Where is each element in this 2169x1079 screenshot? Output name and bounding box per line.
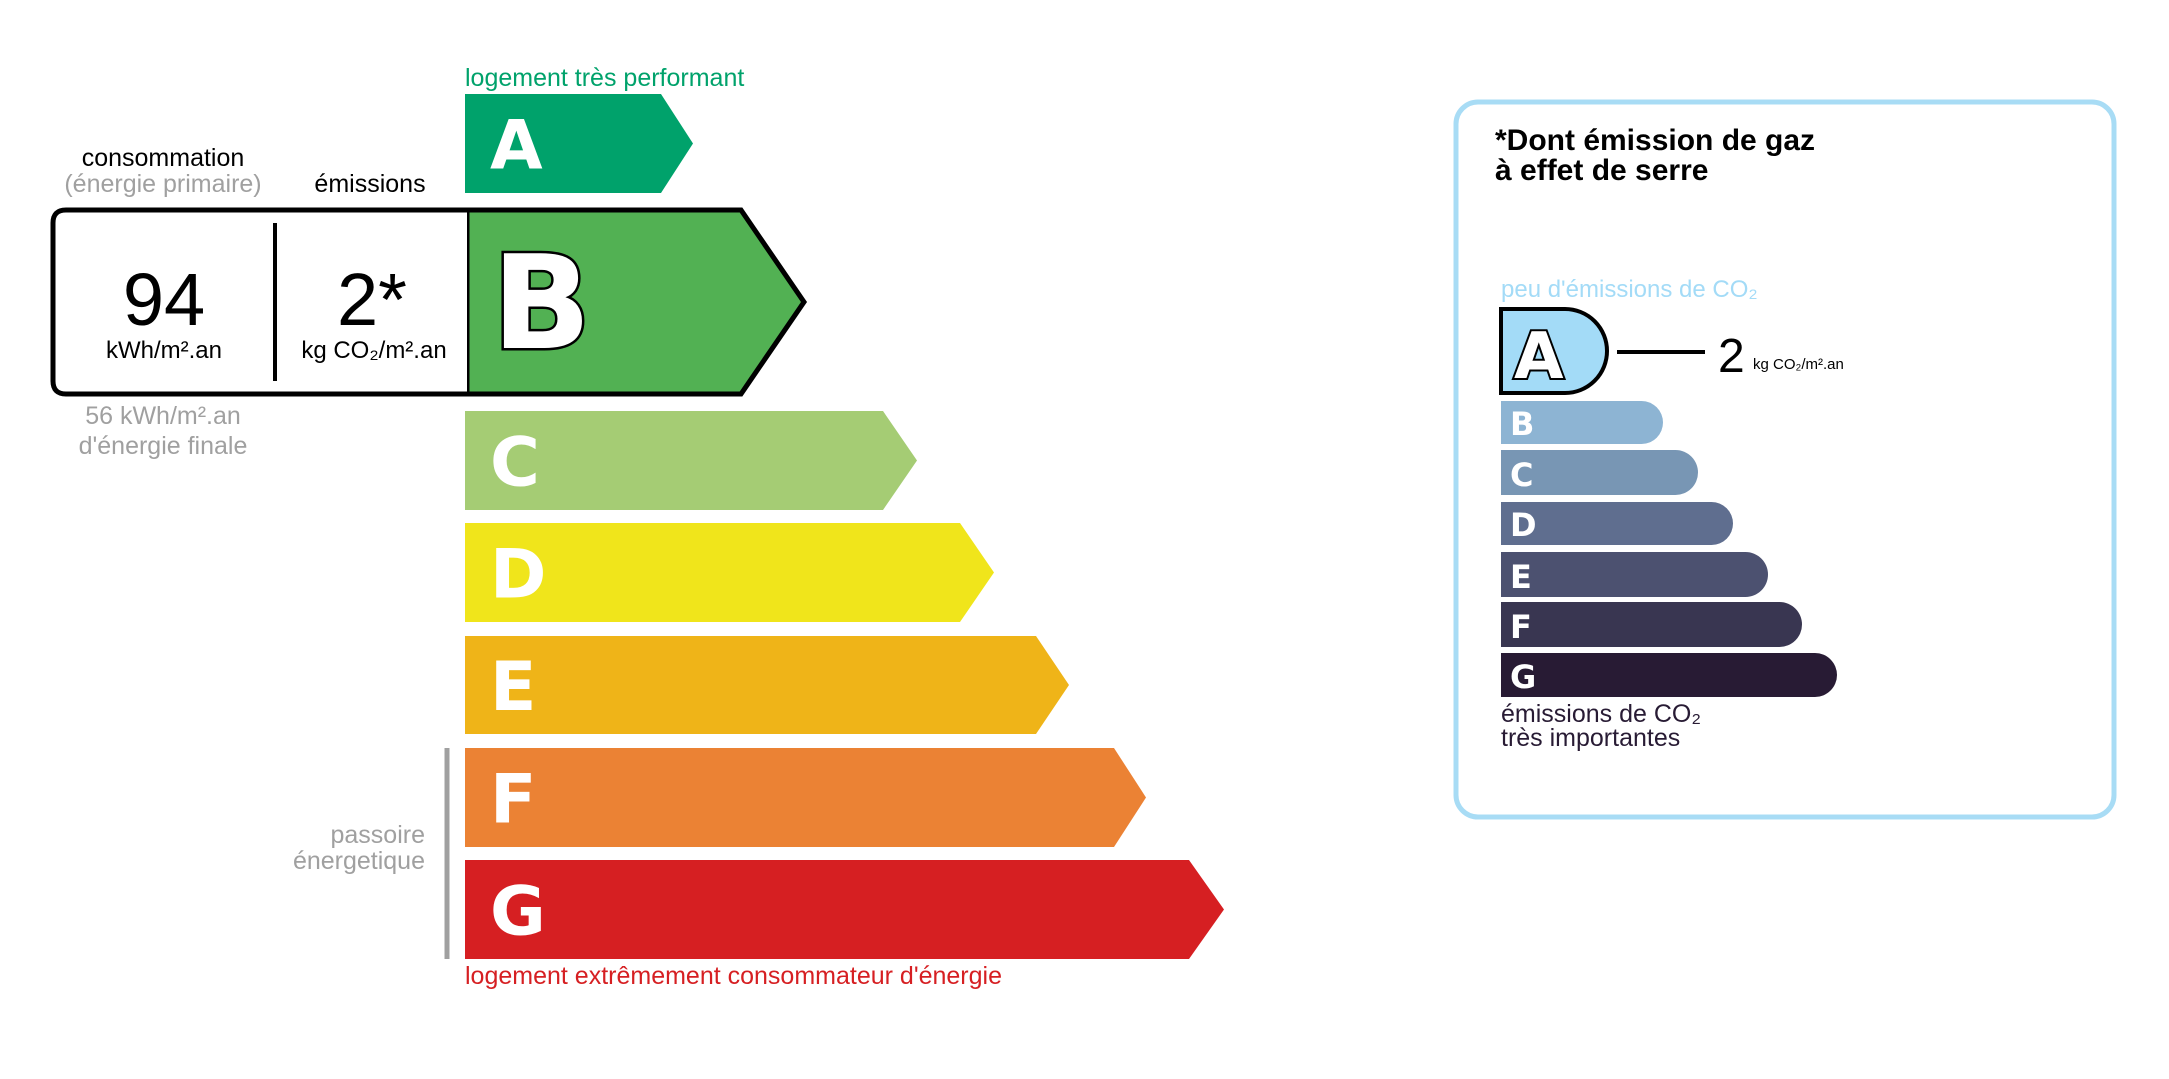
ghg-unit: kg CO₂/m².an — [1753, 356, 1844, 373]
ghg-bar — [1499, 307, 1609, 395]
emissions-header: émissions — [314, 170, 425, 198]
ghg-title-line2: à effet de serre — [1495, 154, 1708, 187]
consumption-value: 94 — [123, 258, 205, 341]
passoire-label-line1: passoire — [331, 821, 426, 849]
emissions-value: 2* — [337, 258, 407, 341]
top-label: logement très performant — [465, 64, 744, 92]
ghg-bar — [1501, 401, 1663, 444]
ghg-bar — [1501, 502, 1733, 545]
final-energy-label: d'énergie finale — [79, 432, 248, 460]
ghg-letter: D — [1510, 506, 1537, 544]
ghg-class-b: B — [1501, 401, 1663, 444]
ghg-bar — [1501, 653, 1837, 697]
ghg-bottom-label-line2: très importantes — [1501, 724, 1680, 752]
ghg-letter: F — [1510, 608, 1532, 646]
energy-arrow — [465, 748, 1146, 847]
energy-letter: D — [490, 536, 546, 615]
value-box — [50, 207, 467, 397]
energy-class-g: G — [465, 860, 1224, 959]
energy-class-d: D — [465, 523, 994, 622]
consumption-subheader: (énergie primaire) — [64, 170, 261, 198]
energy-class-c: C — [465, 411, 917, 510]
emissions-unit: kg CO₂/m².an — [301, 337, 446, 364]
ghg-letter: G — [1510, 658, 1536, 696]
energy-letter: F — [490, 761, 536, 840]
ghg-letter: B — [1510, 405, 1534, 443]
bottom-label: logement extrêmement consommateur d'éner… — [465, 962, 1002, 990]
energy-arrow — [465, 411, 917, 510]
energy-letter: E — [490, 648, 536, 727]
passoire-label-line2: énergetique — [293, 847, 425, 875]
ghg-letter: C — [1510, 456, 1533, 494]
energy-letter: A — [490, 107, 543, 186]
energy-letter: G — [490, 873, 546, 952]
energy-class-b: B — [464, 207, 808, 397]
consumption-unit: kWh/m².an — [106, 337, 222, 364]
ghg-bar — [1501, 602, 1802, 647]
ghg-letter: A — [1514, 320, 1564, 394]
energy-letter: C — [490, 424, 540, 503]
energy-class-e: E — [465, 636, 1069, 734]
ghg-value: 2 — [1718, 330, 1745, 383]
consumption-header: consommation — [82, 144, 245, 172]
energy-class-f: F — [465, 748, 1146, 847]
ghg-class-a: A — [1499, 307, 1609, 396]
energy-arrow — [465, 860, 1224, 959]
ghg-bottom-label-line1: émissions de CO₂ — [1501, 700, 1701, 728]
energy-arrow — [465, 636, 1069, 734]
final-energy-value: 56 kWh/m².an — [85, 402, 241, 430]
ghg-class-d: D — [1501, 502, 1733, 545]
energy-letter: B — [492, 227, 591, 379]
ghg-top-label: peu d'émissions de CO₂ — [1501, 276, 1758, 303]
ghg-class-g: G — [1501, 653, 1837, 697]
ghg-bar — [1501, 450, 1698, 495]
energy-class-a: A — [465, 94, 693, 193]
energy-arrow — [465, 94, 693, 193]
ghg-bar — [1501, 552, 1769, 597]
ghg-class-e: E — [1501, 552, 1769, 597]
ghg-class-c: C — [1501, 450, 1698, 495]
energy-arrow — [465, 523, 994, 622]
ghg-class-f: F — [1501, 602, 1802, 647]
ghg-title-line1: *Dont émission de gaz — [1495, 124, 1815, 157]
ghg-letter: E — [1510, 558, 1532, 596]
